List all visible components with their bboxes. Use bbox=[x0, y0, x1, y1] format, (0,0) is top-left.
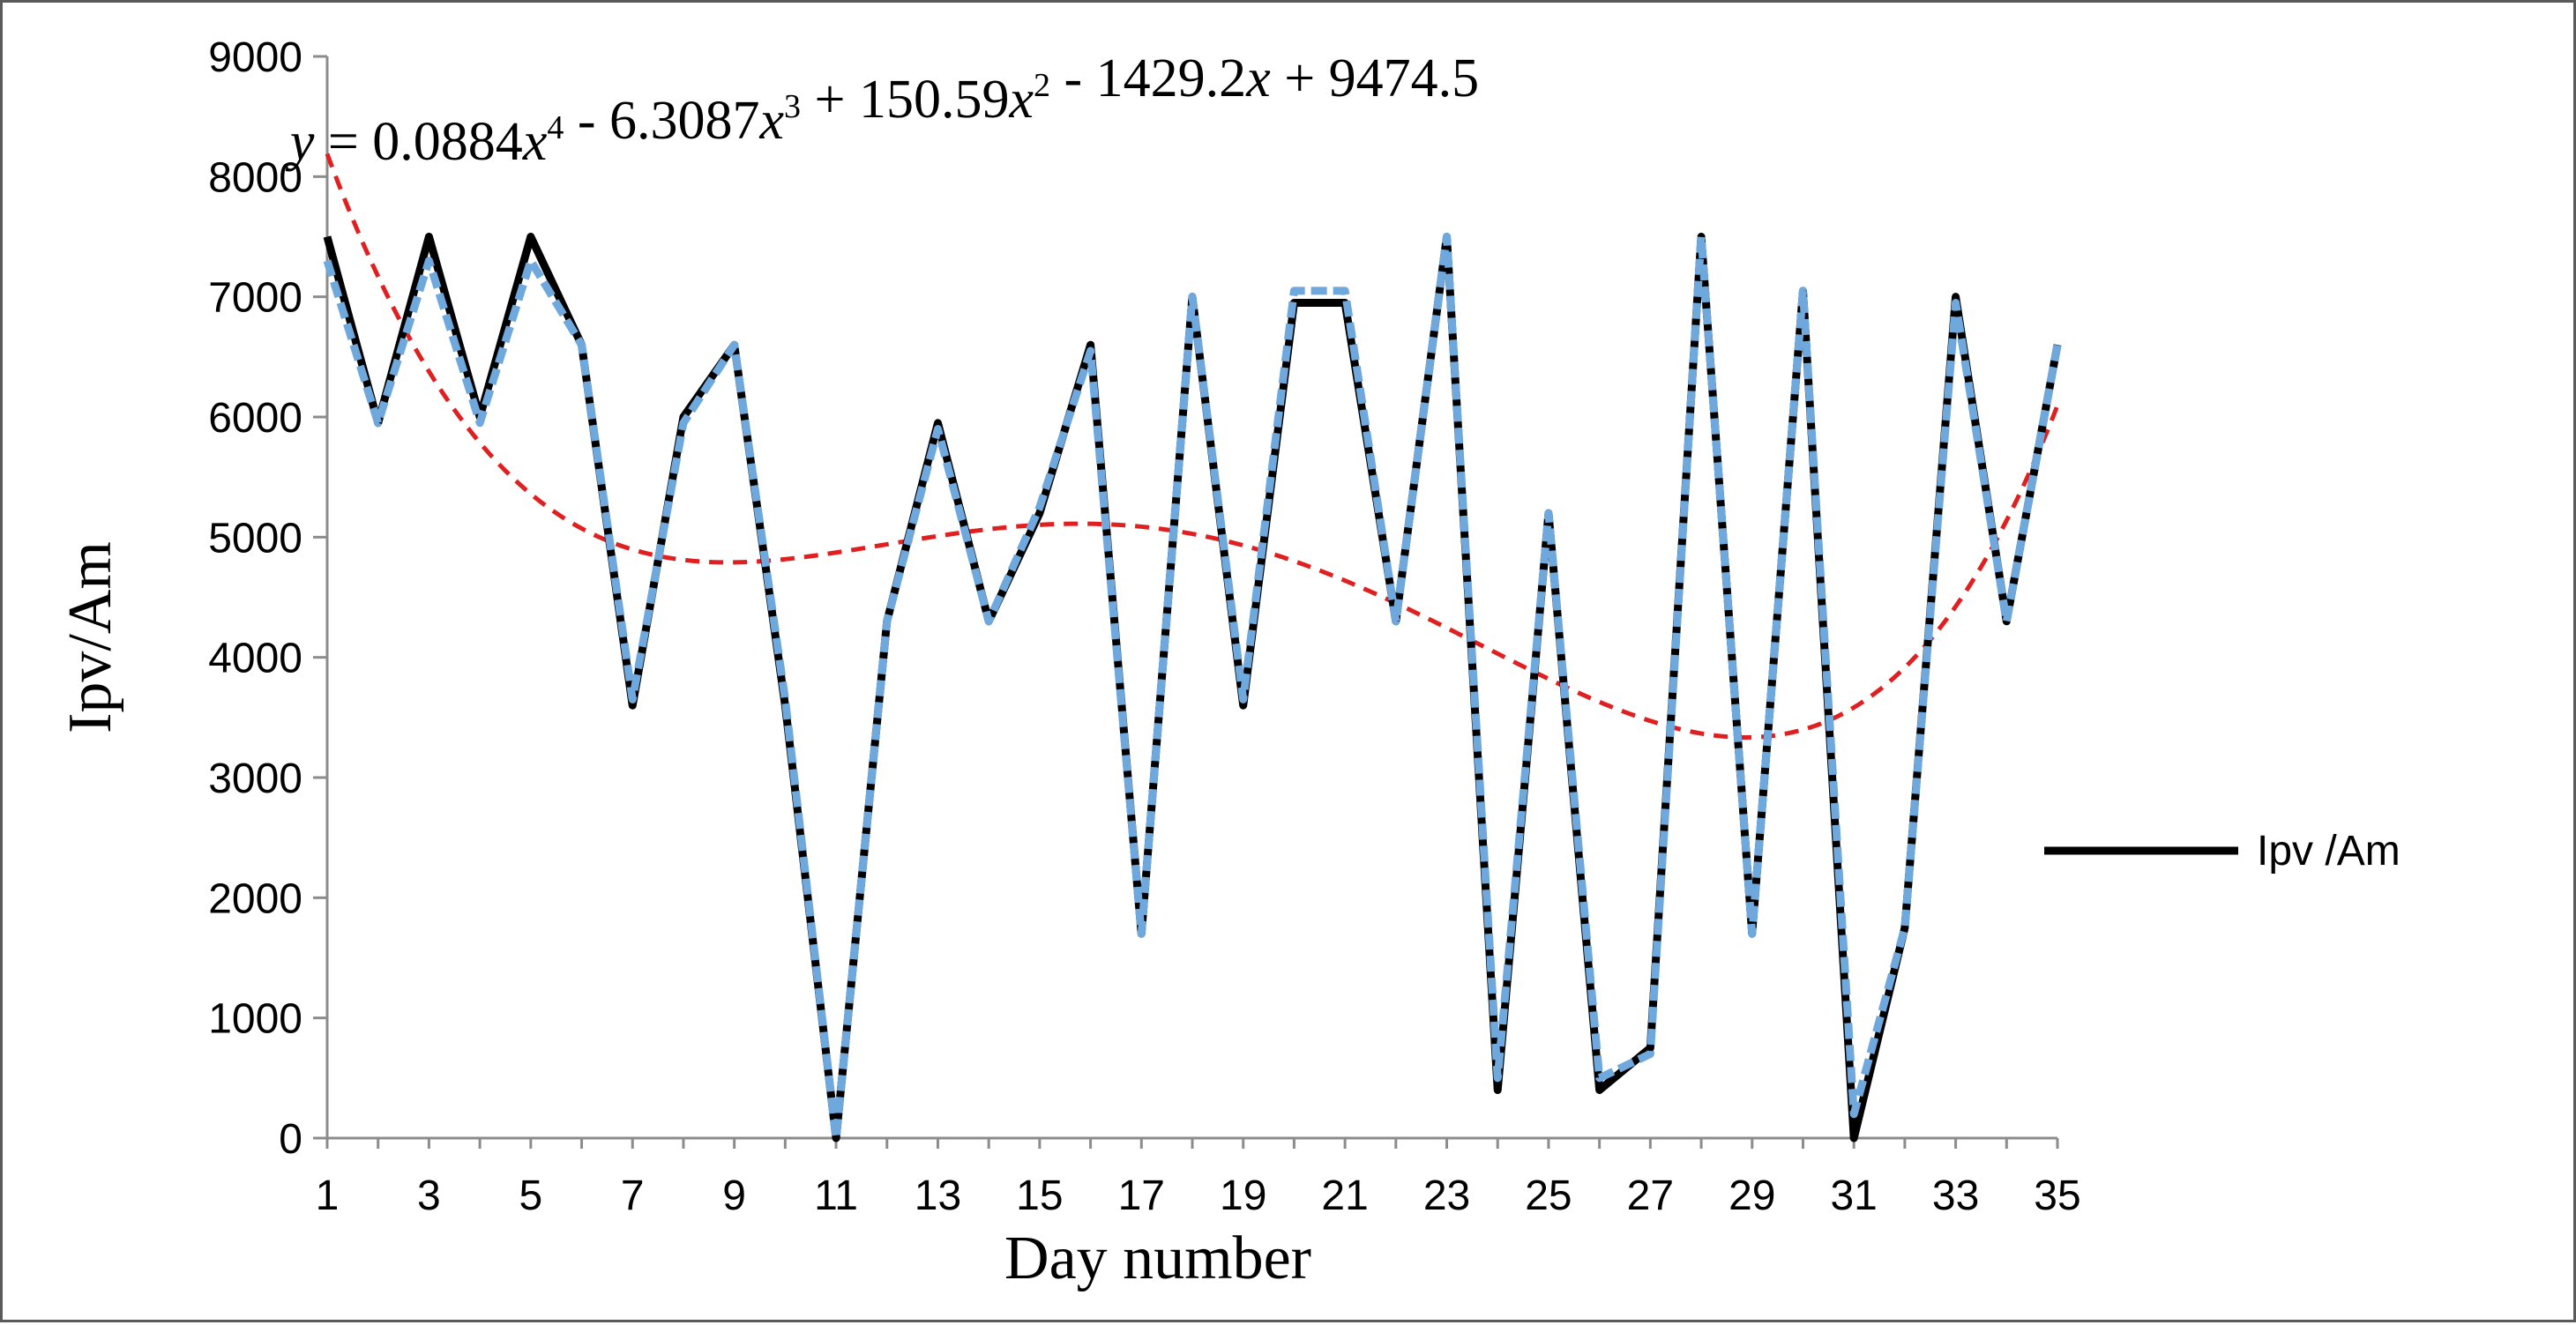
y-tick-group: 0 1000 2000 3000 4000 5000 6000 7000 8000 9000 bbox=[208, 34, 327, 1163]
y-axis-title: Ipv/Am bbox=[56, 541, 124, 733]
x-tick-label: 31 bbox=[1830, 1172, 1877, 1219]
x-tick-label: 25 bbox=[1525, 1172, 1572, 1219]
x-tick-label: 11 bbox=[814, 1172, 858, 1219]
x-tick-label: 9 bbox=[722, 1172, 746, 1219]
x-tick-label: 13 bbox=[915, 1172, 961, 1219]
legend-label-ipv: Ipv /Am bbox=[2257, 828, 2401, 875]
y-tick-label: 0 bbox=[279, 1116, 302, 1163]
x-tick-label: 19 bbox=[1220, 1172, 1266, 1219]
x-tick-label: 21 bbox=[1321, 1172, 1368, 1219]
x-tick-label: 33 bbox=[1932, 1172, 1979, 1219]
y-tick-label: 1000 bbox=[208, 996, 302, 1043]
y-tick-label: 9000 bbox=[208, 34, 302, 81]
series-dashed-line bbox=[323, 233, 2062, 1143]
y-tick-label: 7000 bbox=[208, 275, 302, 322]
y-tick-label: 6000 bbox=[208, 395, 302, 442]
x-tick-label: 17 bbox=[1118, 1172, 1165, 1219]
x-tick-group: 1 3 5 7 9 11 13 15 17 19 21 23 25 27 29 31 33 35 bbox=[316, 1138, 2081, 1219]
plot-area bbox=[323, 153, 2062, 1143]
x-tick-label: 15 bbox=[1016, 1172, 1063, 1219]
x-tick-label: 29 bbox=[1729, 1172, 1775, 1219]
y-tick-label: 8000 bbox=[208, 154, 302, 201]
x-tick-label: 27 bbox=[1627, 1172, 1674, 1219]
y-tick-label: 5000 bbox=[208, 515, 302, 562]
y-tick-label: 2000 bbox=[208, 875, 302, 922]
series-trendline bbox=[325, 153, 2060, 740]
x-axis-title: Day number bbox=[1004, 1225, 1311, 1292]
y-tick-label: 4000 bbox=[208, 636, 302, 682]
x-tick-label: 3 bbox=[417, 1172, 441, 1219]
x-tick-label: 7 bbox=[621, 1172, 645, 1219]
x-tick-label: 5 bbox=[519, 1172, 542, 1219]
x-tick-label: 1 bbox=[316, 1172, 340, 1219]
y-tick-label: 3000 bbox=[208, 756, 302, 802]
legend: Ipv /Am bbox=[2044, 828, 2401, 875]
x-tick-label: 35 bbox=[2034, 1172, 2080, 1219]
x-tick-label: 23 bbox=[1423, 1172, 1470, 1219]
trendline-equation: y = 0.0884x4 - 6.3087x3 + 150.59x2 - 142… bbox=[285, 48, 1479, 172]
